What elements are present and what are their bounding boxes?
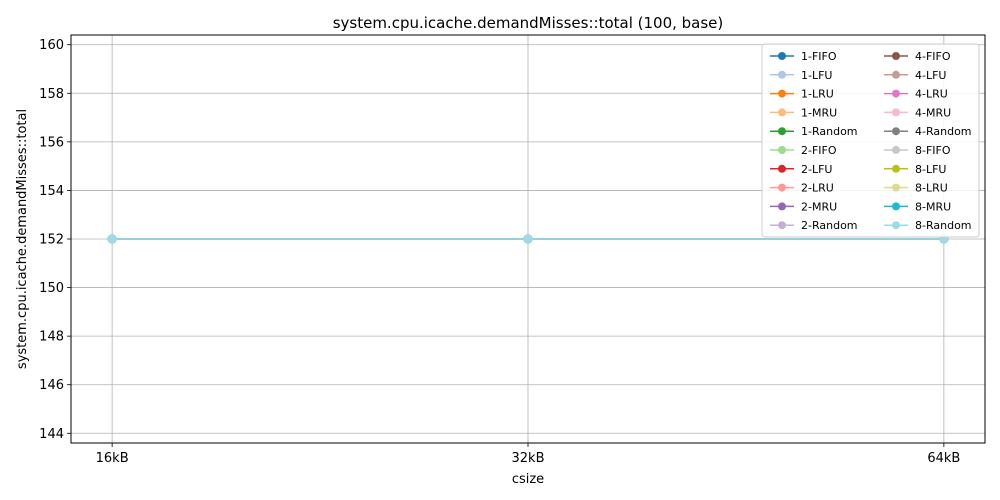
legend-label-1-LFU: 1-LFU <box>801 69 832 82</box>
legend-label-8-LFU: 8-LFU <box>915 163 946 176</box>
legend-label-1-Random: 1-Random <box>801 125 858 138</box>
legend-marker-8-FIFO <box>892 146 900 154</box>
legend-label-4-LFU: 4-LFU <box>915 69 946 82</box>
y-tick-label: 148 <box>39 330 64 345</box>
legend-marker-1-LFU <box>778 70 786 79</box>
y-tick-label: 154 <box>39 184 64 199</box>
legend-marker-1-LRU <box>778 89 786 98</box>
chart-title: system.cpu.icache.demandMisses::total (1… <box>333 14 724 32</box>
y-axis-label: system.cpu.icache.demandMisses::total <box>15 109 30 369</box>
data-point-8-Random <box>523 234 533 244</box>
y-tick-label: 160 <box>39 38 64 53</box>
legend-marker-2-FIFO <box>778 146 786 154</box>
y-tick-label: 152 <box>39 233 64 248</box>
y-tick-label: 146 <box>39 378 64 393</box>
legend-marker-1-MRU <box>778 108 786 117</box>
legend-marker-2-LRU <box>778 183 786 192</box>
x-tick-label: 64kB <box>927 451 960 466</box>
legend-label-8-Random: 8-Random <box>915 219 972 232</box>
legend-label-2-FIFO: 2-FIFO <box>801 144 837 157</box>
legend-box <box>761 43 980 238</box>
legend-label-8-MRU: 8-MRU <box>915 200 951 213</box>
legend-label-1-LRU: 1-LRU <box>801 88 834 101</box>
legend-label-4-FIFO: 4-FIFO <box>915 50 951 63</box>
legend-label-1-MRU: 1-MRU <box>801 106 837 119</box>
series-lines <box>107 234 949 244</box>
legend-marker-2-LFU <box>778 164 786 173</box>
legend-marker-8-MRU <box>892 202 900 211</box>
legend-label-2-Random: 2-Random <box>801 219 858 232</box>
y-tick-label: 158 <box>39 87 64 102</box>
legend-label-2-LFU: 2-LFU <box>801 163 832 176</box>
legend-marker-4-LRU <box>892 89 900 98</box>
legend-label-2-MRU: 2-MRU <box>801 200 837 213</box>
legend-marker-4-LFU <box>892 70 900 79</box>
legend-label-8-LRU: 8-LRU <box>915 182 948 195</box>
legend-marker-8-LRU <box>892 183 900 192</box>
x-tick-label: 32kB <box>512 451 545 466</box>
legend-label-4-LRU: 4-LRU <box>915 88 948 101</box>
legend-label-2-LRU: 2-LRU <box>801 182 834 195</box>
y-axis: 144 146 148 150 152 154 156 158 160 <box>39 38 71 442</box>
legend-marker-8-Random <box>892 221 900 230</box>
legend-marker-1-FIFO <box>778 52 786 60</box>
x-tick-label: 16kB <box>96 451 129 466</box>
y-tick-label: 156 <box>39 135 64 150</box>
legend-marker-2-Random <box>778 221 786 230</box>
y-tick-label: 150 <box>39 281 64 296</box>
legend-marker-2-MRU <box>778 202 786 211</box>
data-point-8-Random <box>107 234 117 244</box>
legend-marker-4-MRU <box>892 108 900 117</box>
legend-marker-1-Random <box>778 127 786 136</box>
y-tick-label: 144 <box>39 427 64 442</box>
legend: 1-FIFO 1-LFU 1-LRU 1-MRU 1-Random 2-FIFO 2-LFU… <box>761 43 980 238</box>
legend-label-4-Random: 4-Random <box>915 125 972 138</box>
legend-marker-4-FIFO <box>892 52 900 60</box>
x-axis: 16kB 32kB 64kB <box>96 443 960 466</box>
legend-marker-4-Random <box>892 127 900 136</box>
legend-label-1-FIFO: 1-FIFO <box>801 50 837 63</box>
legend-label-8-FIFO: 8-FIFO <box>915 144 951 157</box>
legend-marker-8-LFU <box>892 164 900 173</box>
legend-label-4-MRU: 4-MRU <box>915 106 951 119</box>
x-axis-label: csize <box>512 472 544 487</box>
